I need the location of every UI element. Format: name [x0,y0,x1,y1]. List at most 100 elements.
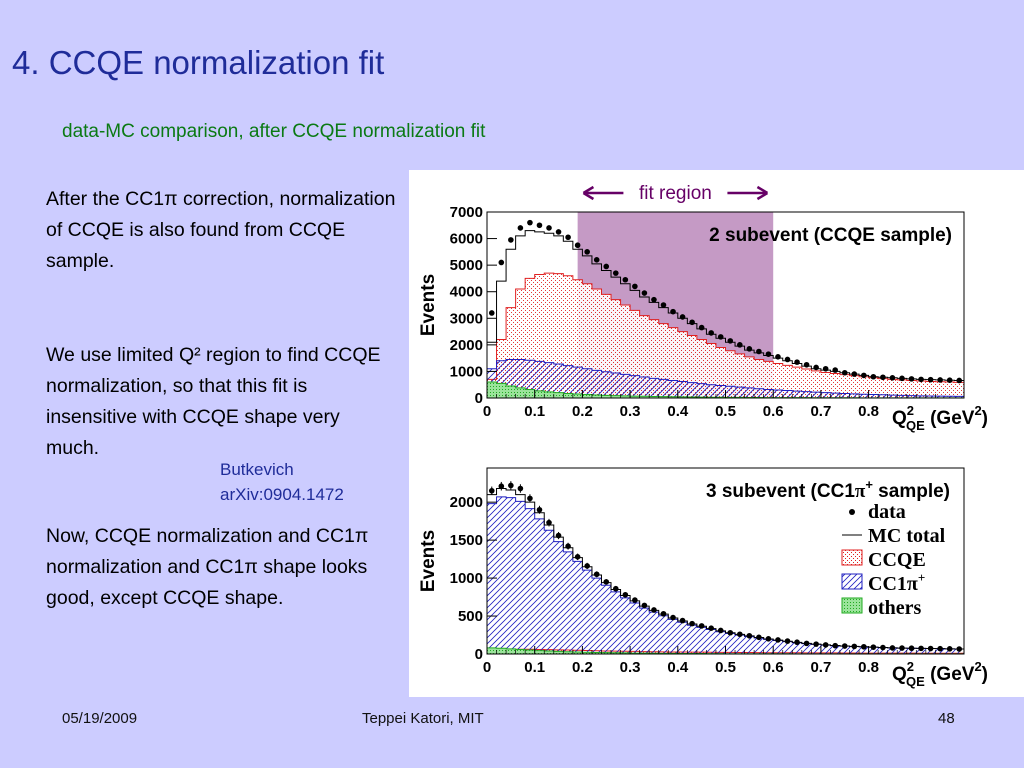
data-point [517,225,524,231]
mc-total-histogram [486,487,965,655]
fit-region-arrow-left-head [582,185,595,201]
legend-data-label: data [868,501,906,523]
data-point [727,338,734,344]
data-point [737,631,743,638]
x-axis-label-q: Q [892,408,907,429]
x-tick-label: 0.4 [667,659,689,676]
chart-panel-2: 0 0.1 0.2 0.3 0.4 0.5 0.6 0.7 0.8 0 500 1000 1500 200… [418,467,988,689]
data-point [899,375,905,382]
x-tick-label: 0.4 [667,403,689,420]
y-tick-label: 5000 [450,257,483,274]
x-axis-label-unit-sup: 2 [974,403,981,418]
x-tick-label: 0.8 [858,659,879,676]
data-point [861,643,867,650]
data-point [612,585,619,592]
data-point [679,617,686,624]
y-tick-label: 1000 [450,363,483,380]
y-tick-label: 500 [458,608,483,625]
data-point [880,644,886,651]
data-point [756,348,762,355]
data-point [565,234,571,241]
data-point [775,354,781,360]
x-tick-label: 0 [483,659,491,676]
data-point [832,642,839,649]
data-point [813,641,819,647]
y-tick-label: 6000 [450,231,483,248]
data-point [803,640,810,647]
data-point [708,330,714,336]
paragraph-limited-q2: We use limited Q² region to find CCQE no… [46,344,381,459]
data-point [632,283,638,290]
x-tick-label: 0.6 [763,659,784,676]
data-point [584,563,590,569]
slide-title: 4. CCQE normalization fit [12,44,385,81]
ccqe-histogram [486,272,965,399]
x-tick-label: 0.2 [572,659,593,676]
data-point [565,543,571,549]
y-tick-label: 2000 [450,494,483,511]
y-tick-label: 7000 [450,204,483,221]
x-axis-label-unit-sup: 2 [974,659,981,674]
y-tick-label: 2000 [450,337,483,354]
data-point [689,620,695,627]
data-point [527,219,533,226]
footer-author: Teppei Katori, MIT [362,710,484,727]
x-axis-label: Q2 QE (GeV2) [892,659,988,689]
x-axis-label-q: Q [892,664,907,685]
x-axis-label-sup: 2 [907,659,914,674]
footer-page-number: 48 [938,710,955,727]
legend-others-label: others [868,597,922,619]
data-point [794,359,800,365]
data-point [641,290,648,296]
data-point [937,377,943,383]
data-point [603,579,610,585]
mc-total-histogram [486,230,965,399]
data-point [870,373,877,380]
data-point [555,229,562,235]
data-point [756,634,762,641]
data-point [861,372,867,379]
data-point [880,374,886,381]
y-tick-label: 0 [475,646,483,663]
data-point [803,361,810,368]
data-point [660,302,667,308]
data-point [870,644,877,650]
x-tick-label: 0.5 [715,403,736,420]
slide-subtitle: data-MC comparison, after CCQE normaliza… [62,121,486,142]
panel-title-main: 3 subevent (CC1 [706,481,855,502]
data-point [546,225,552,231]
data-point [822,642,829,648]
data-point [727,629,734,636]
legend-cc1pi-label: CC1π+ [868,570,925,595]
fit-region-label: fit region [639,183,712,204]
data-point [698,623,705,629]
data-point [889,375,896,381]
legend-cc1pi-sup: + [918,570,925,585]
data-point [841,643,848,649]
x-axis-label-close: ) [982,408,988,429]
data-point [851,371,858,377]
data-point [498,259,505,266]
data-point [717,334,724,340]
x-tick-label: 0.3 [620,659,641,676]
data-point [698,324,705,331]
data-point [765,636,772,642]
footer-date: 05/19/2009 [62,710,138,727]
data-point [908,645,915,652]
legend-cc1pi-pi: π [907,573,918,595]
y-axis-label: Events [418,530,439,592]
data-point [498,483,505,490]
data-point [851,643,858,650]
legend-ccqe-swatch [841,549,863,566]
data-point [574,554,581,560]
x-tick-label: 0.1 [524,403,545,420]
data-point [488,487,495,494]
data-point [660,610,667,617]
data-point [508,237,514,243]
x-tick-label: 0.7 [810,659,831,676]
x-tick-label: 0.1 [524,659,545,676]
data-point [946,646,953,652]
data-point [737,342,743,348]
data-point [717,627,724,634]
data-point [574,242,581,249]
